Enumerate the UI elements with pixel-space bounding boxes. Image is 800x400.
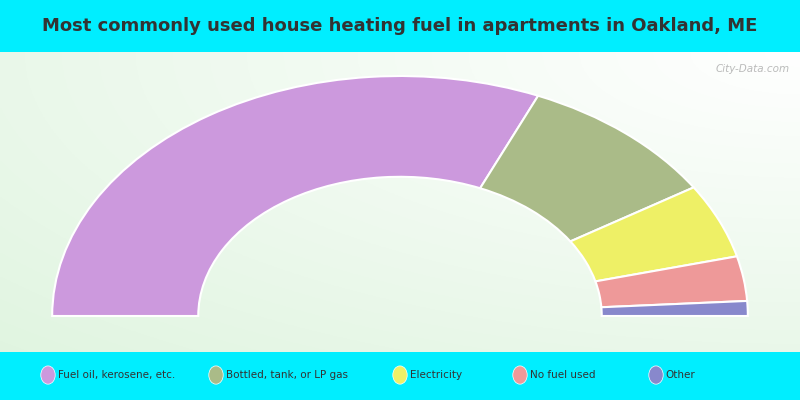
Wedge shape [570, 188, 737, 281]
Wedge shape [595, 256, 747, 307]
Ellipse shape [41, 366, 55, 384]
Ellipse shape [513, 366, 527, 384]
Text: City-Data.com: City-Data.com [715, 64, 790, 74]
Text: Other: Other [666, 370, 695, 380]
Wedge shape [480, 96, 694, 242]
Text: No fuel used: No fuel used [530, 370, 595, 380]
Ellipse shape [209, 366, 223, 384]
Text: Fuel oil, kerosene, etc.: Fuel oil, kerosene, etc. [58, 370, 175, 380]
Text: Most commonly used house heating fuel in apartments in Oakland, ME: Most commonly used house heating fuel in… [42, 17, 758, 35]
Wedge shape [602, 301, 748, 316]
Ellipse shape [649, 366, 663, 384]
Wedge shape [52, 76, 538, 316]
Ellipse shape [393, 366, 407, 384]
Text: Electricity: Electricity [410, 370, 462, 380]
Text: Bottled, tank, or LP gas: Bottled, tank, or LP gas [226, 370, 348, 380]
